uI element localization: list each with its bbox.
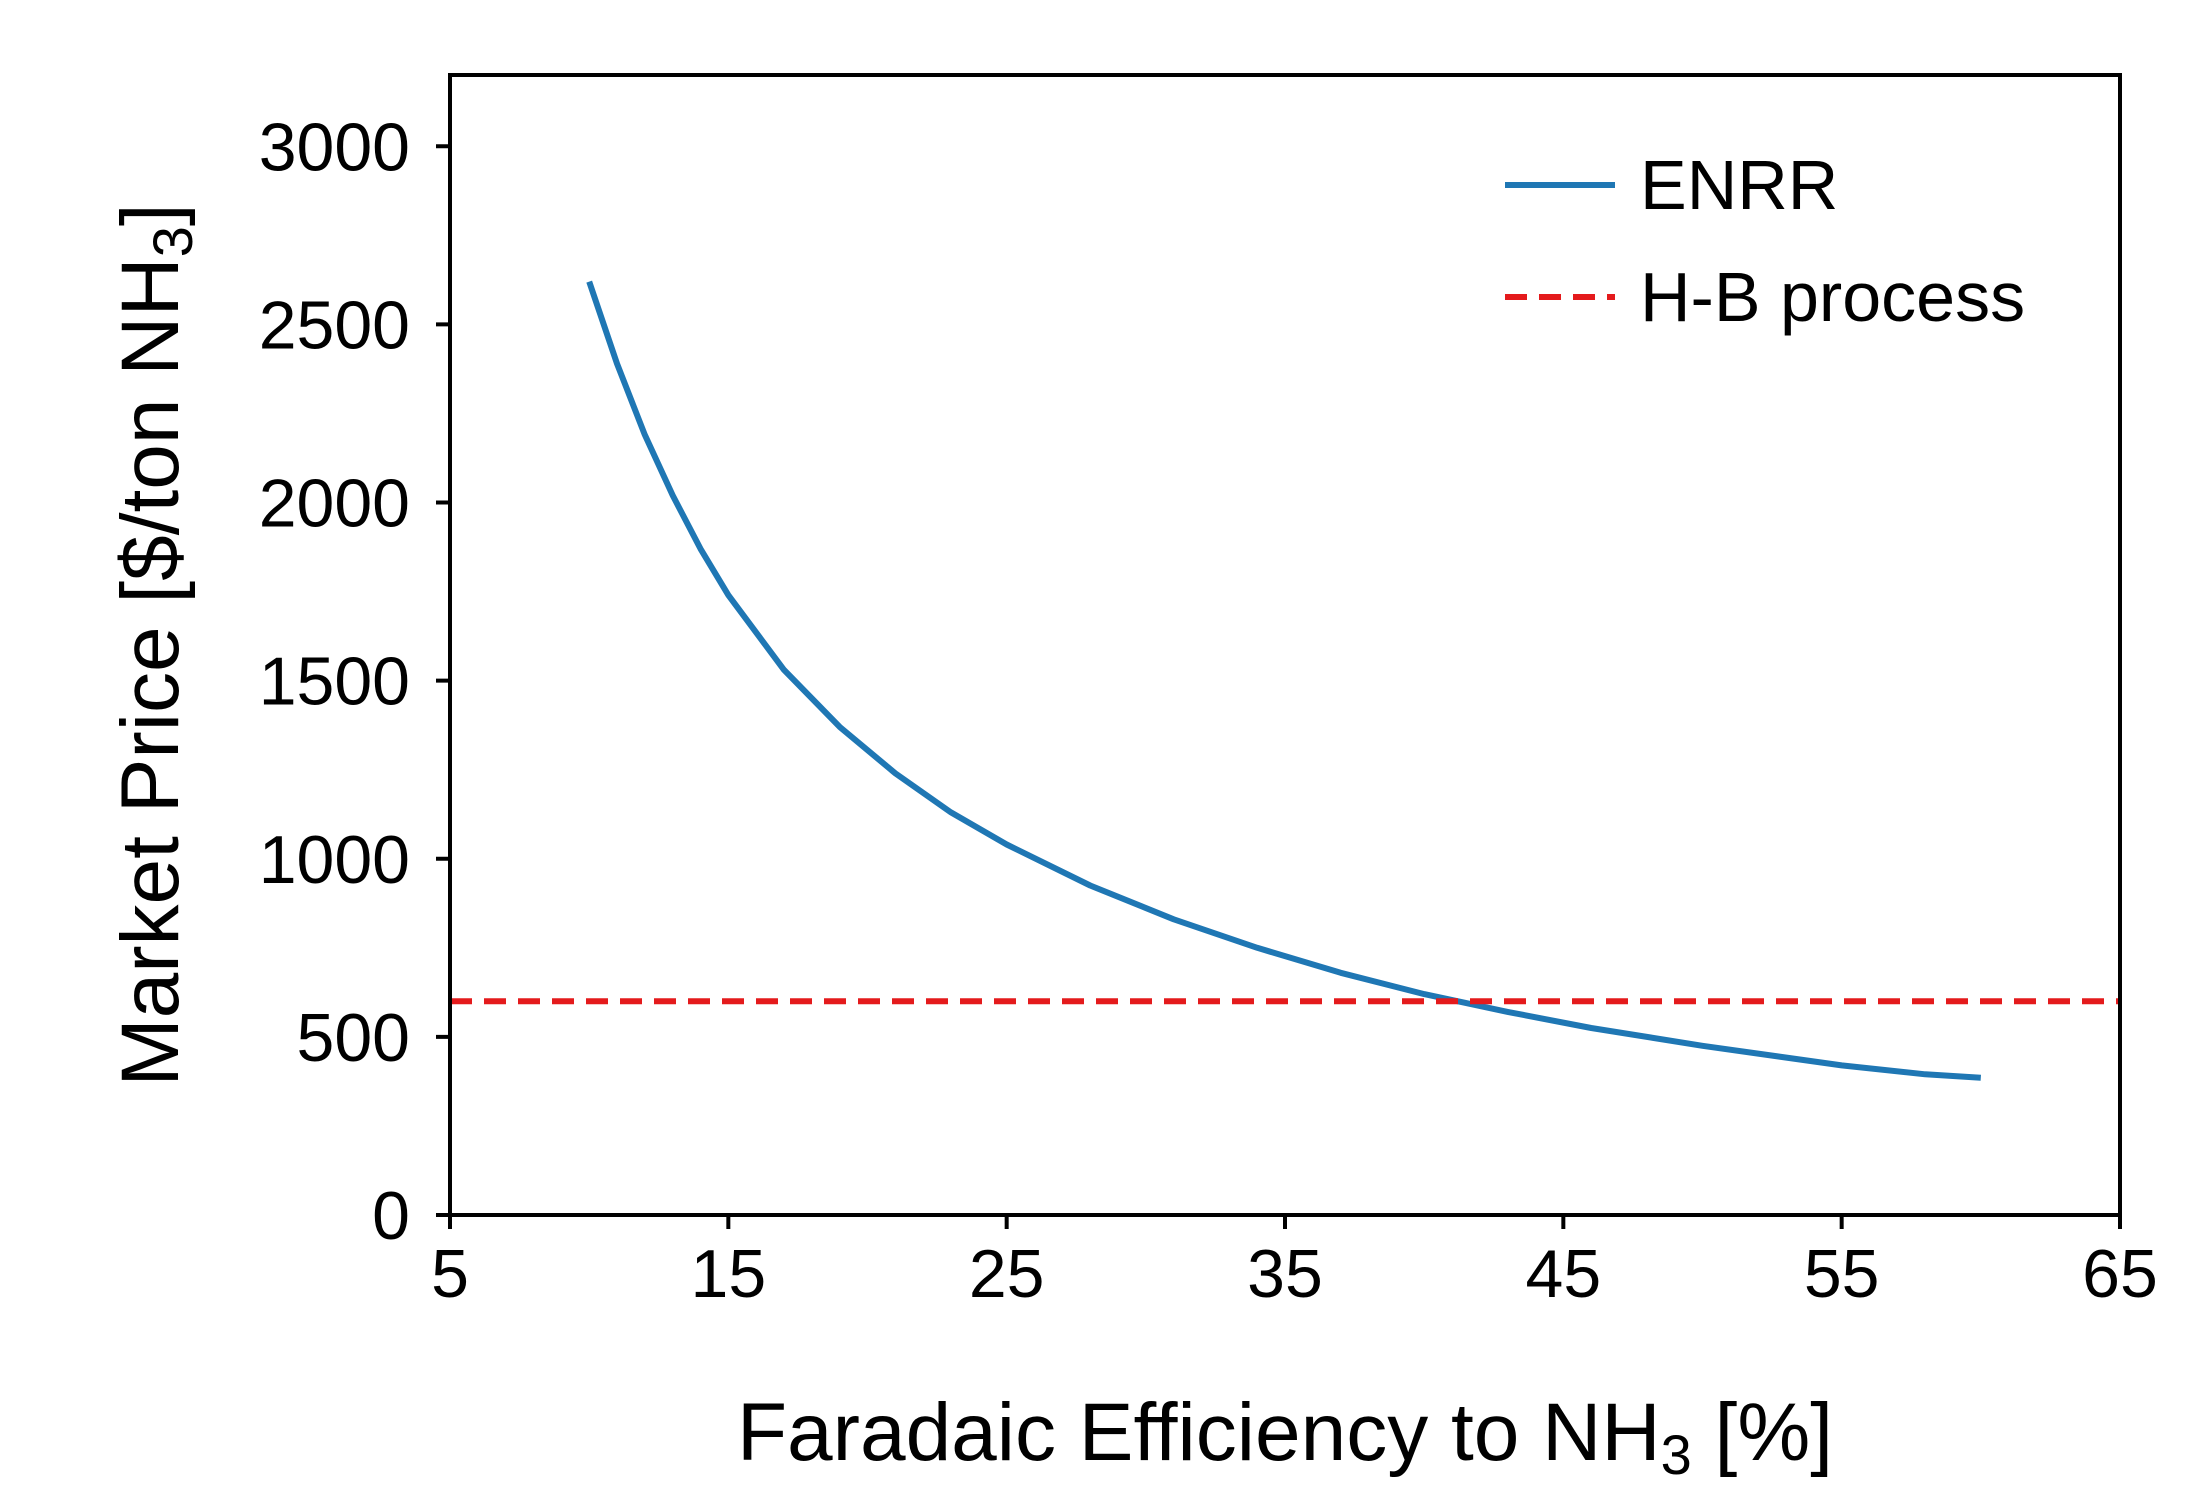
legend-label-enrr: ENRR [1640,146,1838,224]
legend: ENRR H-B process [1505,146,2025,336]
x-tick-label: 5 [431,1236,469,1312]
series-line-enrr [586,280,1981,1081]
y-tick-label: 1500 [259,644,410,720]
y-tick-label: 3000 [259,109,410,185]
x-tick-label: 65 [2082,1236,2158,1312]
y-tick-label: 0 [372,1178,410,1254]
x-axis-label: Faradaic Efficiency to NH3 [%] [737,1387,1833,1486]
y-tick-label: 500 [297,1000,410,1076]
y-tick-label: 2000 [259,466,410,542]
plot-lines [450,280,2120,1081]
x-tick-label: 45 [1526,1236,1602,1312]
y-tick-label: 2500 [259,287,410,363]
plot-frame [448,73,2122,1217]
y-axis-ticks: 0 500 1000 1500 2000 2500 3000 [259,109,450,1254]
x-axis-ticks: 5 15 25 35 45 55 65 [431,1215,2158,1312]
legend-label-hb-process: H-B process [1640,258,2025,336]
x-tick-label: 35 [1247,1236,1323,1312]
x-tick-label: 25 [969,1236,1045,1312]
x-tick-label: 15 [691,1236,767,1312]
x-tick-label: 55 [1804,1236,1880,1312]
y-tick-label: 1000 [259,822,410,898]
y-axis-label: Market Price [$/ton NH3] [105,203,204,1086]
